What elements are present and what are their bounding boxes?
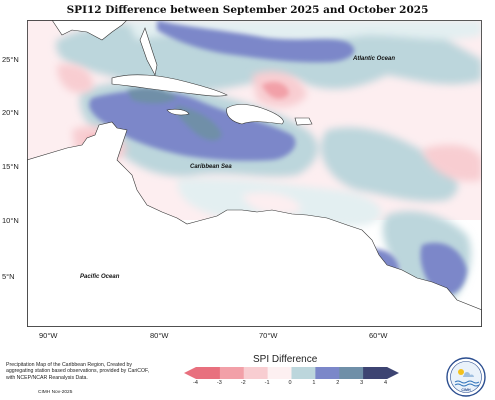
lat-label-10n: 10°N [2,216,19,225]
legend-tick-label: 0 [288,380,292,386]
lon-label-60w: 60°W [369,331,388,340]
colorbar-segment [291,367,316,379]
colorbar-segment [339,367,364,379]
lat-label-15n: 15°N [2,162,19,171]
colorbar-segment [363,367,388,379]
cloud-icon [462,372,474,377]
legend-tick-label: -2 [240,380,246,386]
region-labels: Atlantic Ocean Caribbean Sea Pacific Oce… [80,56,395,280]
legend-tick-label: -1 [264,380,270,386]
colorbar-extend-low [184,367,196,379]
map-credit: CIMH Nov-2025 [38,390,73,395]
legend-tick-label: -4 [193,380,198,386]
lon-label-70w: 70°W [259,331,278,340]
label-atlantic-ocean: Atlantic Ocean [352,56,395,62]
legend-tick-label: 3 [360,380,364,386]
legend-tick-label: -3 [216,380,222,386]
spi-map: Atlantic Ocean Caribbean Sea Pacific Oce… [27,20,482,327]
lon-label-80w: 80°W [150,331,169,340]
colorbar-segment [315,367,340,379]
map-caption: Precipitation Map of the Caribbean Regio… [6,362,150,381]
map-title: SPI12 Difference between September 2025 … [66,4,429,16]
sun-icon [458,369,464,375]
logo-text: CIMH [461,388,471,392]
legend-colorbar [184,367,399,379]
colorbar-segment [196,367,221,379]
wave-icon [454,380,480,384]
legend-tick-label: 4 [384,380,388,386]
lon-label-90w: 90°W [39,331,58,340]
label-pacific-ocean: Pacific Ocean [80,274,120,280]
colorbar-segment [219,367,245,379]
label-caribbean-sea: Caribbean Sea [190,164,232,170]
legend-tick-label: 1 [312,380,316,386]
lat-label-20n: 20°N [2,108,19,117]
land-mask [27,20,482,327]
legend-tick-label: 2 [336,380,340,386]
cimh-logo: CIMH [446,357,486,397]
legend-title: SPI Difference [253,354,318,365]
lat-label-25n: 25°N [2,55,19,64]
colorbar-segment [267,367,292,379]
colorbar-segment [243,367,269,379]
lat-label-5n: 5°N [2,272,15,281]
colorbar-extend-high [387,367,399,379]
